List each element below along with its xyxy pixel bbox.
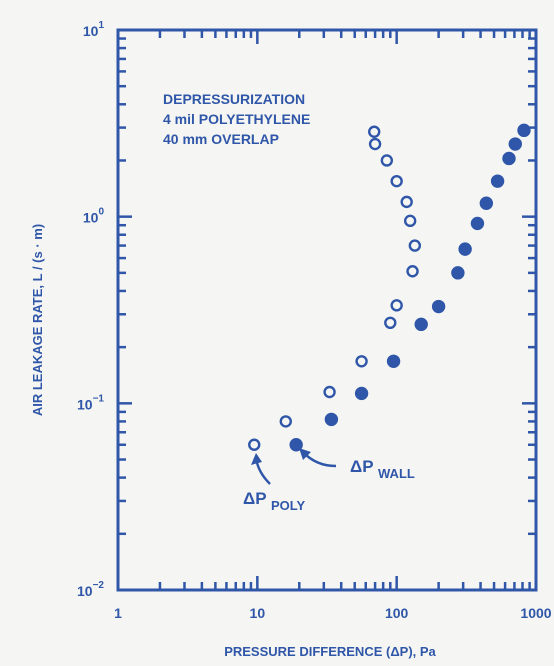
axis-ticks xyxy=(116,30,536,592)
legend-text-block: DEPRESSURIZATION 4 mil POLYETHYLENE 40 m… xyxy=(163,91,310,147)
y-tick-label: 10−1 xyxy=(77,393,104,412)
x-tick-label: 1 xyxy=(114,605,122,621)
wall-data-point xyxy=(470,216,485,231)
x-tick-label: 1000 xyxy=(520,605,551,621)
wall-data-point xyxy=(414,317,428,332)
annotation-wall: ΔP WALL xyxy=(299,448,415,481)
data-points xyxy=(248,123,531,452)
poly-data-point xyxy=(323,385,336,399)
annotation-poly-label: ΔP POLY xyxy=(243,489,306,513)
poly-data-point xyxy=(406,265,419,278)
y-tick-label: 10−2 xyxy=(77,580,104,599)
y-tick-label-exponent: −2 xyxy=(93,580,105,591)
y-tick-label: 101 xyxy=(83,20,105,39)
y-tick-label-exponent: 0 xyxy=(98,207,104,218)
poly-data-point xyxy=(248,438,261,451)
poly-data-point xyxy=(390,174,403,188)
poly-data-point xyxy=(403,214,417,228)
wall-data-point xyxy=(451,266,465,280)
wall-data-point xyxy=(517,123,531,138)
annotation-poly-arrowhead xyxy=(251,453,262,465)
poly-data-point xyxy=(368,125,381,138)
wall-data-point xyxy=(324,412,339,427)
annotation-wall-label: ΔP WALL xyxy=(350,457,415,481)
x-tick-labels: 1 10 100 1000 xyxy=(114,605,552,621)
legend-line-3: 40 mm OVERLAP xyxy=(163,131,279,147)
wall-data-point xyxy=(431,299,446,314)
annotation-wall-subscript: WALL xyxy=(378,466,415,481)
wall-data-point xyxy=(479,196,494,210)
legend-line-1: DEPRESSURIZATION xyxy=(163,91,305,107)
poly-data-point xyxy=(408,239,422,252)
annotation-poly-subscript: POLY xyxy=(271,498,306,513)
annotation-wall-arrowhead xyxy=(299,448,311,460)
x-axis-title: PRESSURE DIFFERENCE (ΔP), Pa xyxy=(224,644,436,659)
poly-data-point xyxy=(380,154,394,167)
wall-data-point xyxy=(508,137,522,151)
y-tick-label-exponent: −1 xyxy=(93,393,105,404)
y-tick-label-base: 10 xyxy=(77,583,93,599)
annotation-wall-delta: ΔP xyxy=(350,457,373,476)
poly-data-point xyxy=(355,355,368,368)
annotation-poly-delta: ΔP xyxy=(243,489,266,508)
poly-data-point xyxy=(400,195,413,209)
y-axis-title: AIR LEAKAGE RATE, L / (s · m) xyxy=(30,224,45,416)
poly-data-point xyxy=(384,316,397,330)
poly-data-point xyxy=(368,137,382,151)
y-tick-label-base: 10 xyxy=(77,396,93,412)
y-tick-label: 100 xyxy=(83,207,105,226)
wall-data-point xyxy=(289,438,303,452)
y-tick-label-base: 10 xyxy=(83,210,99,226)
annotation-poly: ΔP POLY xyxy=(243,453,306,513)
y-tick-label-base: 10 xyxy=(83,23,99,39)
x-tick-label: 10 xyxy=(250,605,266,621)
wall-data-point xyxy=(386,354,401,368)
x-tick-label: 100 xyxy=(385,605,409,621)
y-tick-label-exponent: 1 xyxy=(98,20,104,31)
wall-data-point xyxy=(354,386,369,401)
wall-data-point xyxy=(458,242,472,256)
legend-line-2: 4 mil POLYETHYLENE xyxy=(163,111,310,127)
wall-data-point xyxy=(502,151,516,166)
wall-data-point xyxy=(490,174,505,188)
poly-data-point xyxy=(390,299,403,312)
plot-frame xyxy=(116,28,538,592)
poly-data-point xyxy=(279,415,292,428)
